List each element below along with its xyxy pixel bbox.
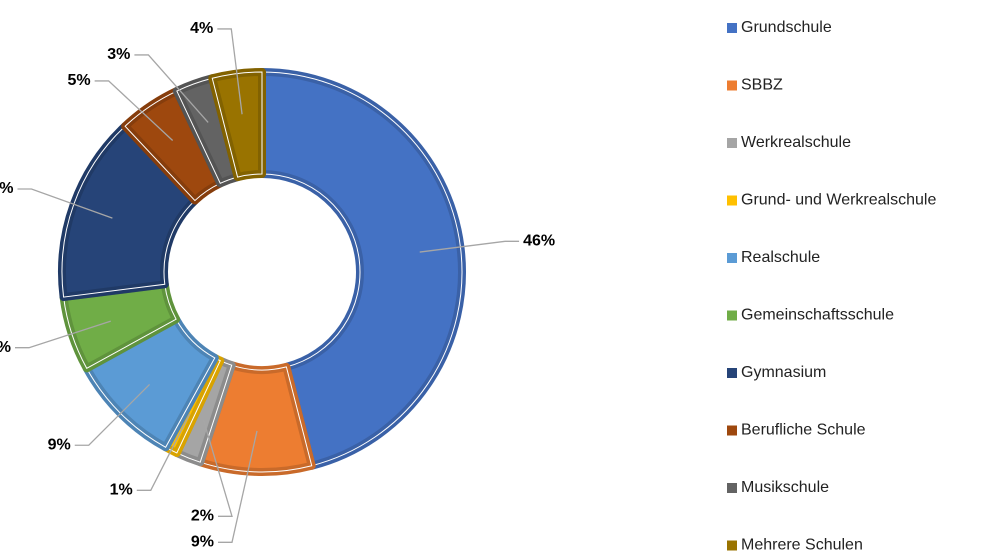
data-label: 2% <box>191 508 214 525</box>
data-label: 5% <box>68 72 91 89</box>
legend-label: Grund- und Werkrealschule <box>741 192 936 209</box>
legend-label: Realschule <box>741 249 820 266</box>
legend-swatch <box>727 540 737 551</box>
legend-label: Berufliche Schule <box>741 422 866 439</box>
legend-swatch <box>727 253 737 263</box>
data-label: 6% <box>0 339 11 356</box>
data-label: 4% <box>190 20 213 37</box>
leader-line <box>134 54 209 123</box>
slice-edge <box>211 71 263 178</box>
legend-swatch <box>727 23 737 33</box>
legend-swatch <box>727 80 737 91</box>
leader-line <box>218 430 258 543</box>
leader-line <box>217 28 243 115</box>
legend-label: Musikschule <box>741 479 829 496</box>
leader-line <box>74 383 151 446</box>
data-label: 15% <box>0 180 13 197</box>
data-label: 9% <box>191 534 214 551</box>
slice-edge <box>261 71 463 467</box>
leader-line <box>14 320 111 349</box>
legend-label: Gemeinschaftsschule <box>741 307 894 324</box>
legend-swatch <box>727 368 737 378</box>
data-label: 9% <box>48 436 71 453</box>
legend-label: SBBZ <box>741 77 783 94</box>
legend-label: Werkrealschule <box>741 134 851 151</box>
legend-swatch <box>727 425 737 436</box>
legend-swatch <box>727 310 737 321</box>
leader-line <box>419 240 520 253</box>
leader-line <box>94 80 174 141</box>
legend-label: Gymnasium <box>741 364 826 381</box>
data-label: 3% <box>107 46 130 63</box>
leader-line <box>202 419 233 517</box>
legend-swatch <box>727 138 737 148</box>
data-label: 46% <box>523 233 555 250</box>
data-label: 1% <box>110 482 133 499</box>
legend-swatch <box>727 195 737 206</box>
legend-label: Grundschule <box>741 19 832 36</box>
legend-label: Mehrere Schulen <box>741 537 863 554</box>
leader-line <box>17 188 113 219</box>
leader-line <box>136 413 191 491</box>
legend-swatch <box>727 483 737 493</box>
